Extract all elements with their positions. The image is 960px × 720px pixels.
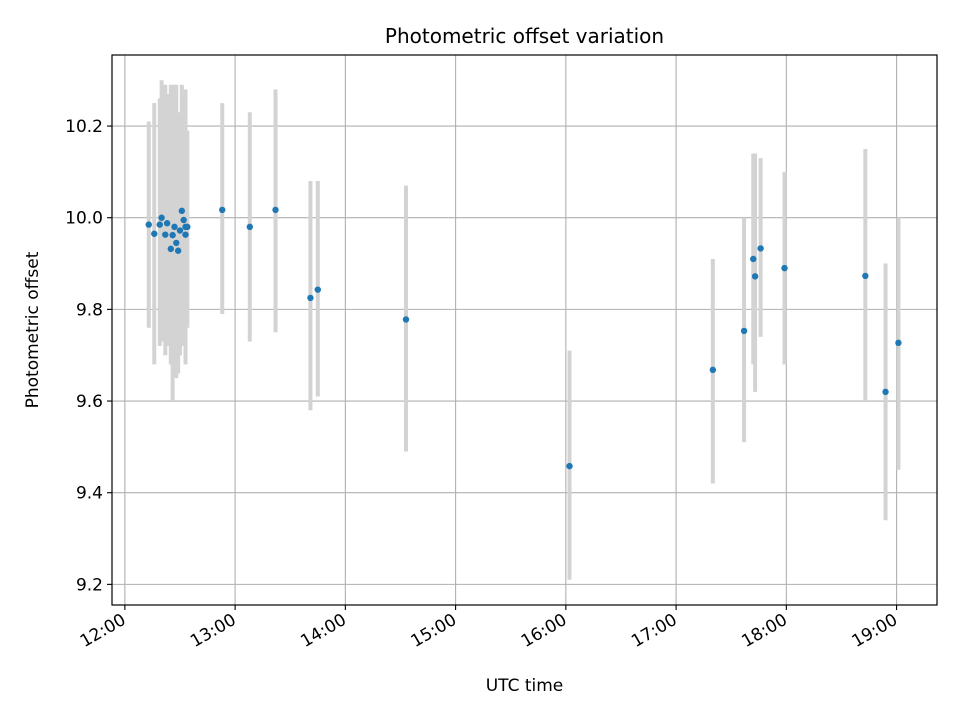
y-axis-ticks: 9.2 9.4 9.6 9.8 10.0 10.2 — [65, 117, 112, 595]
y-axis-label: Photometric offset — [23, 251, 43, 408]
data-point — [156, 221, 163, 228]
data-points — [145, 206, 902, 470]
data-point — [781, 264, 788, 272]
y-tick-label: 9.6 — [76, 392, 103, 412]
data-point — [180, 216, 187, 224]
data-point — [862, 272, 869, 280]
data-point — [182, 231, 189, 238]
data-point — [169, 231, 176, 239]
data-point — [167, 245, 174, 253]
plot-frame — [111, 54, 938, 606]
data-point — [709, 366, 717, 374]
chart-title: Photometric offset variation — [385, 24, 664, 48]
data-point — [307, 294, 314, 302]
data-point — [566, 462, 573, 470]
data-point — [176, 227, 184, 234]
data-point — [272, 206, 279, 214]
data-point — [751, 273, 759, 280]
data-point — [178, 207, 186, 215]
data-point — [750, 255, 757, 263]
data-point — [219, 206, 226, 214]
x-axis-label: UTC time — [486, 676, 564, 696]
data-point — [882, 388, 889, 396]
data-point — [158, 214, 165, 221]
data-point — [895, 339, 902, 347]
data-point — [163, 220, 171, 227]
data-point — [151, 230, 158, 237]
data-point — [314, 286, 321, 293]
y-tick-label: 9.8 — [76, 300, 103, 320]
data-point — [740, 327, 748, 335]
data-point — [402, 316, 410, 323]
data-point — [757, 245, 764, 252]
y-tick-label: 9.2 — [76, 575, 103, 595]
data-point — [145, 221, 152, 228]
data-point — [173, 239, 180, 247]
y-tick-label: 9.4 — [76, 484, 103, 504]
data-point — [162, 231, 169, 238]
data-point — [184, 223, 191, 231]
data-point — [246, 223, 254, 231]
data-point — [171, 223, 178, 231]
y-tick-label: 10.2 — [65, 117, 103, 137]
y-tick-label: 10.0 — [65, 209, 103, 229]
data-point — [174, 247, 182, 254]
